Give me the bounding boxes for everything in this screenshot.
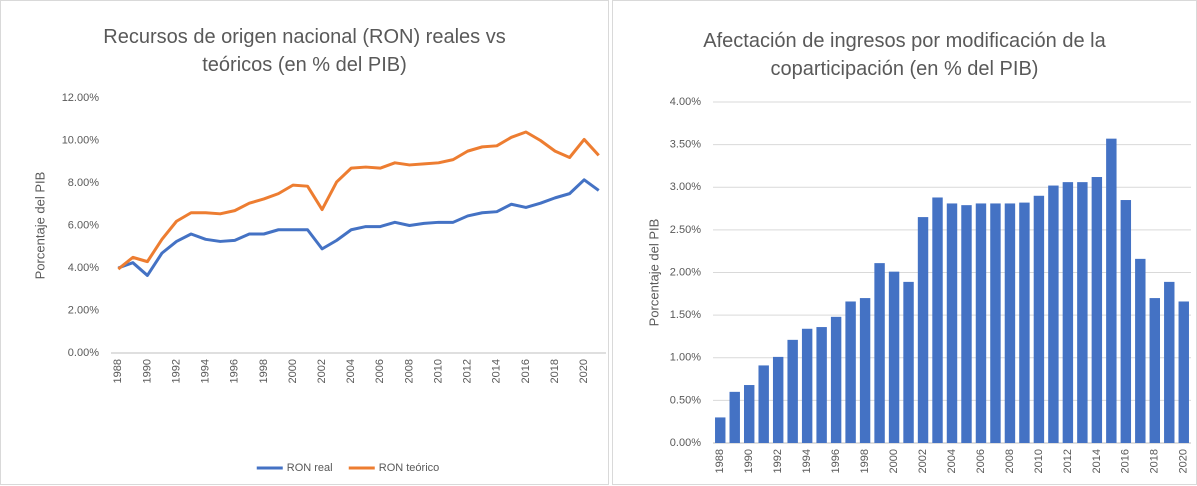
bar	[888, 271, 900, 443]
y-axis-title: Porcentaje del PIB	[646, 219, 661, 327]
chart-title: Afectación de ingresos por modificación …	[703, 30, 1106, 80]
chart: 0.00% 0.50% 1.00% 1.50% 2.00% 2.50% 3.00% 3.50%…	[646, 96, 1191, 473]
bar	[787, 339, 798, 443]
y-tick-label: 1.50%	[670, 309, 701, 321]
x-tick-label: 1996	[830, 449, 842, 473]
y-axis-title: Porcentaje del PIB	[32, 172, 47, 280]
bar	[830, 316, 842, 443]
bar	[932, 197, 943, 443]
bar	[859, 298, 871, 443]
chart-title: Recursos de origen nacional (RON) reales…	[103, 26, 506, 76]
y-tick-label: 10.00%	[62, 134, 100, 146]
chart: 0.00% 2.00% 4.00% 6.00% 8.00% 10.00% 12.00% Por…	[32, 92, 606, 474]
x-tick-label: 2008	[403, 359, 415, 383]
x-tick-label: 2002	[316, 359, 328, 383]
y-tick-label: 3.50%	[670, 139, 701, 151]
x-tick-label: 2010	[1033, 449, 1045, 473]
x-tick-label: 1990	[141, 359, 153, 383]
x-tick-label: 2016	[1120, 449, 1132, 473]
bar	[874, 263, 885, 443]
x-tick-label: 1996	[229, 359, 241, 383]
bar	[961, 205, 972, 443]
x-tick-label: 2016	[520, 359, 532, 383]
bar	[903, 281, 914, 443]
x-tick-label: 2004	[946, 449, 958, 473]
bar	[801, 328, 813, 443]
y-tick-label: 1.00%	[670, 352, 701, 364]
bar	[1004, 203, 1016, 443]
y-tick-label: 4.00%	[68, 262, 99, 274]
legend-label: RON teórico	[379, 462, 440, 474]
x-tick-label: 1994	[200, 359, 212, 383]
bar	[1106, 138, 1117, 443]
bar	[1033, 195, 1045, 443]
x-tick-label: 2000	[888, 449, 900, 473]
bar	[946, 203, 958, 443]
x-tick-label: 2018	[1149, 449, 1161, 473]
x-tick-label: 2006	[975, 449, 987, 473]
bar	[990, 203, 1001, 443]
x-tick-label: 2014	[491, 359, 503, 383]
bar	[917, 217, 929, 443]
bar	[1149, 298, 1161, 443]
x-tick-label: 2020	[578, 359, 590, 383]
bar	[1164, 281, 1175, 443]
y-tick-label: 0.00%	[670, 437, 701, 449]
y-tick-label: 2.00%	[68, 304, 99, 316]
legend-label: RON real	[287, 462, 333, 474]
x-tick-label: 1990	[743, 449, 755, 473]
x-tick-label: 1994	[801, 449, 813, 473]
bar	[816, 327, 827, 443]
y-tick-label: 0.00%	[68, 347, 99, 359]
line	[117, 130, 600, 271]
x-tick-label: 1992	[170, 359, 182, 383]
bar	[1178, 301, 1189, 443]
bar	[1062, 182, 1074, 443]
x-tick-label: 2008	[1004, 449, 1016, 473]
bar	[1048, 185, 1059, 444]
bar	[715, 417, 726, 443]
x-tick-label: 2002	[917, 449, 929, 473]
y-tick-label: 6.00%	[68, 219, 99, 231]
x-tick-label: 1988	[714, 449, 726, 473]
bar	[772, 356, 784, 443]
bar	[845, 301, 856, 443]
x-tick-label: 1992	[772, 449, 784, 473]
bar	[1091, 177, 1103, 443]
y-tick-label: 2.00%	[670, 266, 701, 278]
x-tick-label: 2020	[1178, 449, 1190, 473]
x-tick-label: 2006	[374, 359, 386, 383]
y-tick-label: 0.50%	[670, 394, 701, 406]
x-tick-label: 1998	[859, 449, 871, 473]
x-tick-label: 2018	[549, 359, 561, 383]
y-tick-label: 4.00%	[670, 96, 701, 108]
x-tick-label: 1988	[112, 359, 124, 383]
bar	[729, 391, 740, 443]
bar	[1077, 182, 1088, 443]
bar	[743, 385, 755, 443]
x-tick-label: 2004	[345, 359, 357, 383]
line	[117, 178, 600, 277]
x-tick-label: 2012	[1062, 449, 1074, 473]
y-tick-label: 3.00%	[670, 181, 701, 193]
bar	[975, 203, 987, 443]
x-tick-label: 2010	[432, 359, 444, 383]
chart-panel: Recursos de origen nacional (RON) reales…	[0, 0, 609, 485]
y-tick-label: 2.50%	[670, 224, 701, 236]
x-tick-label: 1998	[258, 359, 270, 383]
x-tick-label: 2014	[1091, 449, 1103, 473]
y-tick-label: 8.00%	[68, 177, 99, 189]
chart-panel: Afectación de ingresos por modificación …	[612, 0, 1197, 485]
bar	[1135, 258, 1146, 443]
x-tick-label: 2012	[462, 359, 474, 383]
x-tick-label: 2000	[287, 359, 299, 383]
bar	[1120, 200, 1132, 443]
bar	[758, 365, 769, 443]
bar	[1019, 202, 1030, 443]
y-tick-label: 12.00%	[62, 92, 100, 104]
